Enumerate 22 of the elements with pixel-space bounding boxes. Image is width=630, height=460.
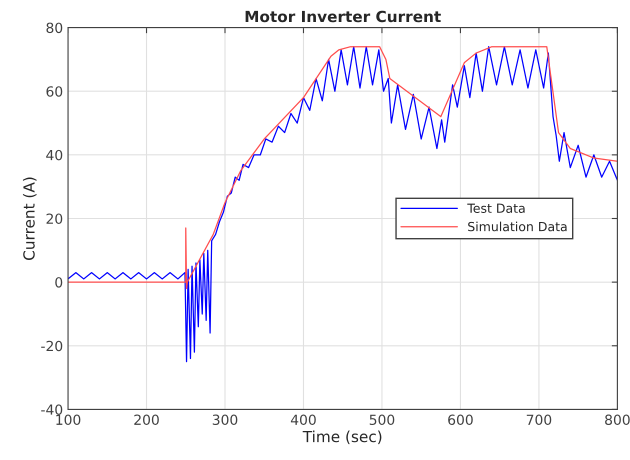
y-tick-label: -20 [41, 340, 62, 352]
y-axis-title: Current (A) [22, 178, 37, 260]
y-tick-label: 40 [46, 150, 62, 160]
x-tick-label: 600 [448, 414, 473, 426]
x-tick-label: 100 [56, 414, 80, 426]
legend-label: Simulation Data [468, 222, 567, 232]
x-tick-label: 400 [290, 414, 316, 426]
y-tick-label: 80 [46, 22, 62, 34]
y-tick-label: 0 [55, 277, 62, 288]
y-tick-label: 20 [46, 213, 62, 224]
x-tick-label: 300 [212, 414, 238, 426]
y-tick-label: 60 [46, 86, 62, 97]
x-tick-label: 700 [526, 414, 552, 426]
x-tick-label: 800 [605, 414, 630, 426]
x-tick-label: 200 [134, 414, 159, 426]
x-axis-title: Time (sec) [302, 430, 382, 444]
line-series [68, 46, 618, 362]
chart-title: Motor Inverter Current [246, 10, 441, 22]
y-tick-label: -40 [41, 404, 62, 415]
line-series [68, 46, 618, 290]
legend-label: Test Data [467, 204, 525, 213]
x-tick-label: 500 [370, 414, 394, 426]
